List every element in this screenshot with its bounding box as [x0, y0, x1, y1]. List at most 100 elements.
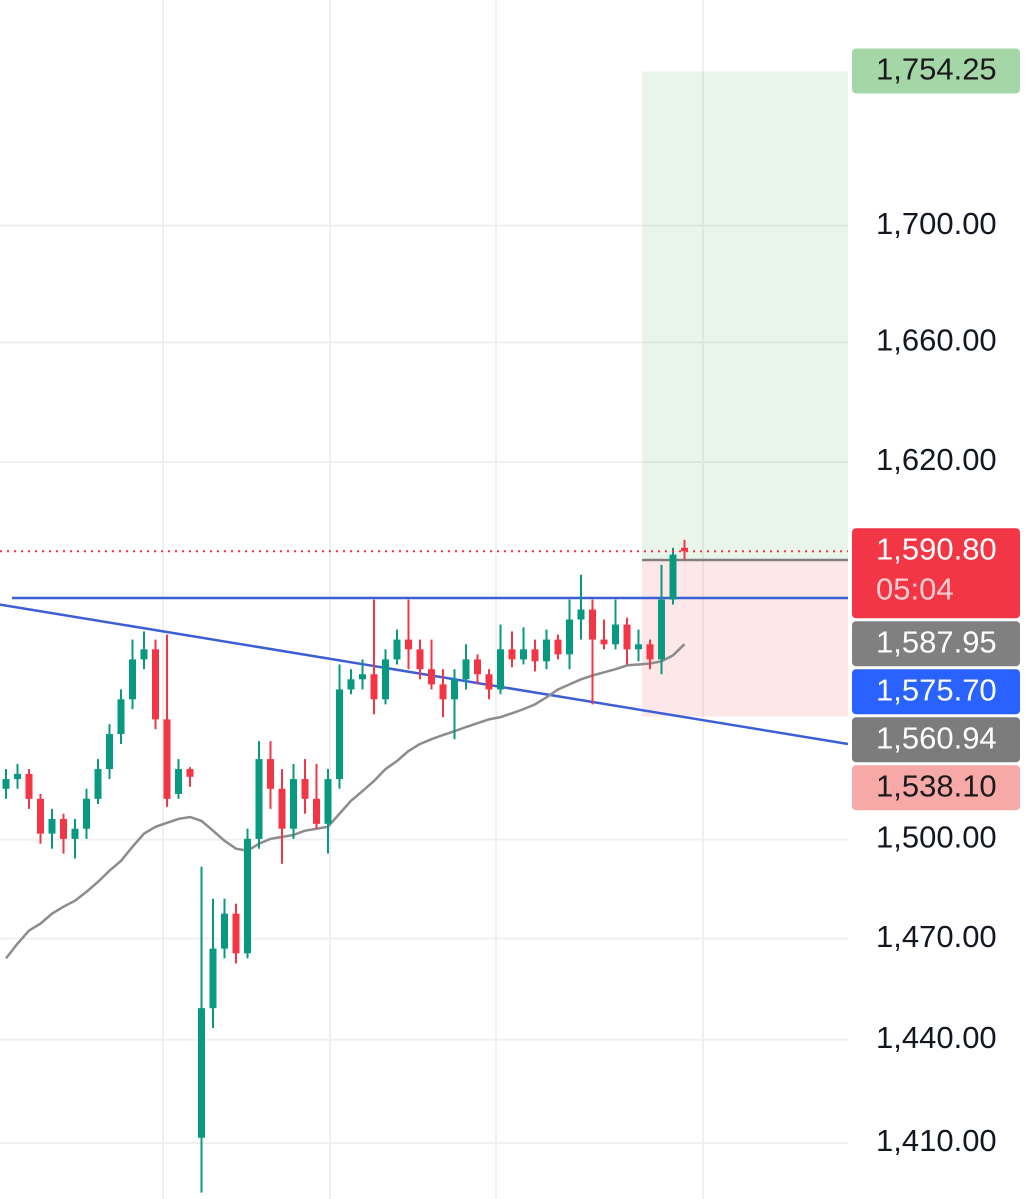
candle-body: [497, 649, 504, 690]
candle: [681, 539, 688, 560]
candle-body: [508, 649, 516, 660]
candle-body: [635, 644, 642, 650]
profit-zone: [642, 71, 848, 561]
candle-body: [451, 679, 458, 700]
candle-body: [60, 818, 67, 839]
candle-body: [129, 659, 136, 700]
candle: [646, 639, 654, 670]
candle: [520, 627, 527, 665]
candle: [209, 898, 217, 1029]
y-tick-label: 1,500.00: [876, 820, 997, 855]
candle-body: [186, 769, 194, 777]
candle-body: [198, 1008, 205, 1138]
candle: [531, 639, 539, 672]
candle: [336, 664, 343, 789]
candle-body: [175, 769, 182, 794]
candle: [554, 634, 562, 660]
candle: [25, 769, 33, 809]
candle: [152, 639, 159, 730]
candle-body: [209, 948, 217, 1009]
candle-body: [232, 913, 240, 954]
candle-body: [278, 788, 286, 829]
candle: [669, 547, 677, 605]
candle: [290, 763, 297, 839]
price-label: 1,590.80: [876, 531, 997, 566]
candle-body: [140, 649, 148, 660]
candle-body: [669, 554, 677, 600]
candle: [508, 631, 516, 668]
candle: [186, 767, 194, 787]
candle: [600, 619, 608, 650]
countdown: 05:04: [876, 571, 954, 606]
candle: [140, 631, 148, 670]
candle-body: [14, 773, 21, 780]
candle-body: [566, 619, 573, 655]
candle-body: [428, 669, 435, 685]
candle: [497, 624, 504, 695]
y-tick-label: 1,700.00: [876, 206, 997, 241]
candle-body: [658, 599, 665, 660]
candle: [94, 759, 102, 804]
candle-body: [681, 547, 688, 552]
candle: [462, 644, 470, 690]
candle: [313, 763, 320, 829]
candle: [163, 634, 171, 807]
candle-body: [439, 684, 447, 700]
y-tick-label: 1,470.00: [876, 919, 997, 954]
candle: [474, 654, 481, 685]
candle-body: [416, 649, 424, 670]
y-tick-label: 1,660.00: [876, 323, 997, 358]
candle: [278, 769, 286, 864]
candle: [48, 808, 56, 849]
candle-body: [336, 689, 343, 780]
candle-body: [117, 699, 125, 735]
price-label: 1,538.10: [876, 768, 997, 803]
candle: [635, 629, 642, 662]
candle-body: [520, 649, 527, 660]
candle: [566, 599, 573, 670]
candle: [221, 898, 228, 959]
candle-body: [106, 734, 113, 770]
candle: [106, 724, 113, 780]
candle: [117, 689, 125, 744]
candle-body: [313, 798, 320, 824]
candle: [267, 741, 274, 809]
candle: [129, 639, 136, 710]
candle: [347, 669, 355, 695]
candle-body: [554, 639, 562, 655]
y-tick-label: 1,440.00: [876, 1020, 997, 1055]
candle: [83, 788, 90, 839]
price-label-box: [852, 528, 1020, 619]
candle: [175, 759, 182, 799]
candle-body: [37, 798, 44, 834]
candle-body: [94, 769, 102, 799]
candle: [301, 759, 309, 814]
candle-body: [290, 779, 297, 829]
price-label-box: [852, 765, 1020, 811]
candle-body: [370, 674, 378, 700]
candle: [658, 564, 665, 675]
candle: [393, 629, 401, 665]
candle: [589, 599, 596, 705]
candle-body: [83, 798, 90, 829]
candle-body: [623, 624, 631, 650]
candle: [324, 769, 332, 854]
candle-body: [2, 779, 10, 789]
candle: [71, 818, 79, 859]
candle-body: [244, 838, 251, 954]
price-label-box: [852, 717, 1020, 763]
candle: [612, 599, 619, 650]
vertical-grid: [162, 0, 704, 1199]
candle-body: [255, 759, 263, 839]
price-label: 1,587.95: [876, 624, 997, 659]
candle: [60, 813, 67, 854]
candle-body: [324, 779, 332, 824]
candle: [232, 903, 240, 964]
candle: [577, 574, 585, 640]
candle-body: [474, 659, 481, 675]
candle: [244, 828, 251, 959]
candle-body: [359, 674, 366, 680]
candle-body: [543, 639, 550, 662]
candle: [405, 599, 412, 670]
